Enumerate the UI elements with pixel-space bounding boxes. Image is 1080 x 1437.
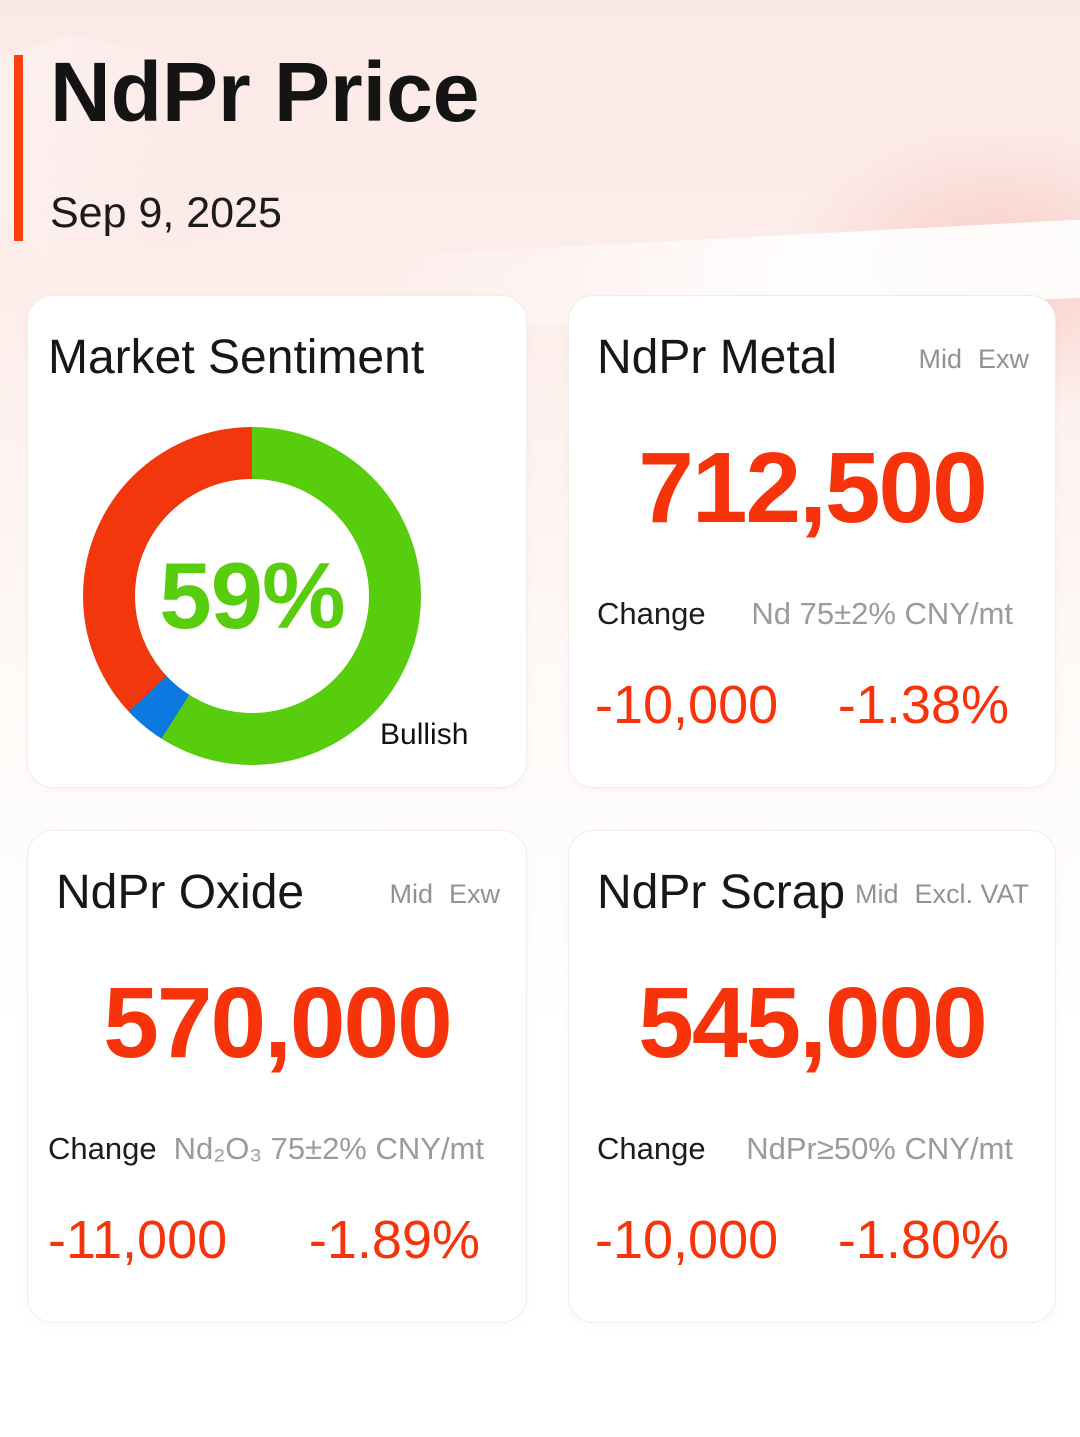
metal-qualifier-mid: Mid [918,344,962,374]
oxide-qualifier-exw: Exw [448,879,500,909]
page-title: NdPr Price [50,45,480,139]
metal-price: 712,500 [638,432,987,544]
scrap-spec: NdPr≥50% CNY/mt [746,1131,1013,1166]
scrap-change-percent: -1.80% [837,1210,1009,1270]
sentiment-donut-hole [135,479,369,713]
sentiment-bullish-label: Bullish [380,718,469,751]
card-ndpr-oxide: NdPr Oxide Mid Exw 570,000 Change Nd₂O₃ … [27,830,527,1323]
metal-qualifiers: Mid Exw [918,344,1029,375]
metal-change-percent: -1.38% [837,675,1009,735]
metal-qualifier-exw: Exw [977,344,1029,374]
oxide-change-absolute: -11,000 [48,1210,228,1270]
scrap-qualifier-excl-vat: Excl. VAT [914,879,1029,909]
oxide-qualifier-mid: Mid [389,879,433,909]
title-accent-bar [14,55,23,241]
oxide-spec: Nd₂O₃ 75±2% CNY/mt [173,1131,484,1166]
metal-spec: Nd 75±2% CNY/mt [751,596,1013,631]
oxide-price: 570,000 [103,967,452,1079]
card-market-sentiment: Market Sentiment 59% Bullish [27,295,527,788]
sentiment-card-title: Market Sentiment [48,331,425,384]
oxide-change-percent: -1.89% [308,1210,480,1270]
scrap-change-absolute: -10,000 [595,1210,779,1270]
metal-card-title: NdPr Metal [597,331,838,384]
sentiment-donut-ring: 59% [83,427,421,765]
oxide-qualifiers: Mid Exw [389,879,500,910]
card-ndpr-metal: NdPr Metal Mid Exw 712,500 Change Nd 75±… [568,295,1056,788]
metal-change-label: Change [597,596,706,631]
scrap-change-label: Change [597,1131,706,1166]
card-ndpr-scrap: NdPr Scrap Mid Excl. VAT 545,000 Change … [568,830,1056,1323]
scrap-qualifier-mid: Mid [854,879,899,909]
metal-change-absolute: -10,000 [595,675,779,735]
oxide-change-label: Change [48,1131,157,1166]
scrap-qualifiers: Mid Excl. VAT [855,879,1029,910]
oxide-card-title: NdPr Oxide [56,866,305,919]
scrap-price: 545,000 [638,967,987,1079]
sentiment-percentage: 59% [159,543,345,648]
scrap-card-title: NdPr Scrap [597,866,846,919]
report-date: Sep 9, 2025 [50,189,282,237]
